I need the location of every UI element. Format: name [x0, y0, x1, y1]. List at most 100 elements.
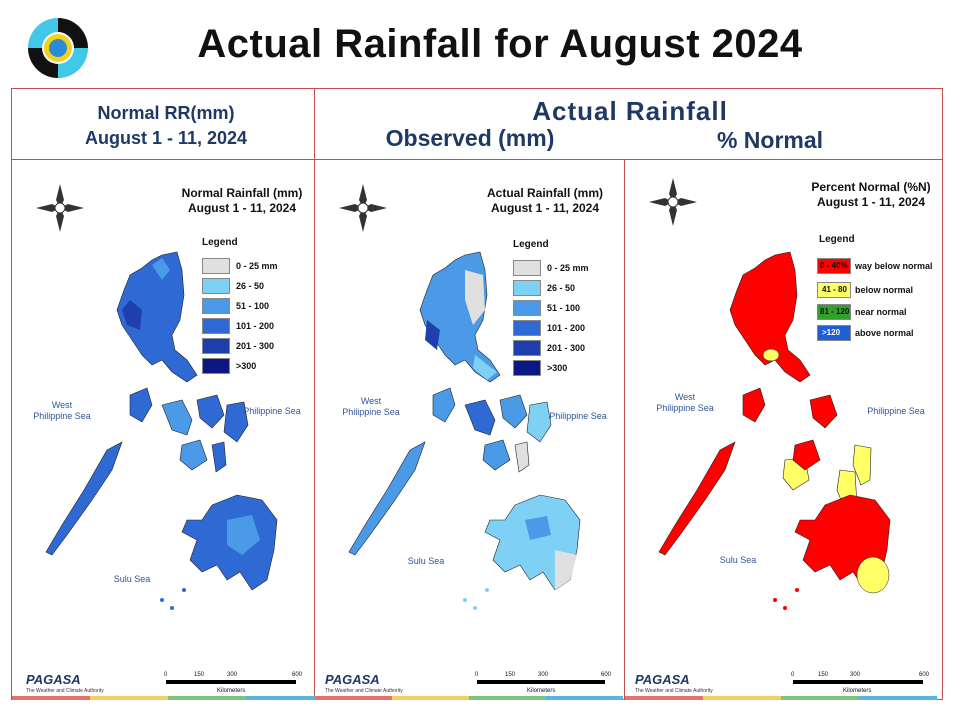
- legend-label: 0 - 25 mm: [236, 261, 278, 271]
- pagasa-tagline: The Weather and Climate Authority: [325, 688, 403, 694]
- palawan-island: [348, 441, 426, 556]
- sea-label-west: Philippine Sea: [656, 403, 714, 413]
- palawan-island: [658, 441, 736, 556]
- sea-label-west: Philippine Sea: [33, 411, 91, 421]
- map-normal-rainfall: [36, 184, 278, 610]
- legend-title: Legend: [513, 239, 549, 250]
- pagasa-brand: PAGASA: [26, 672, 81, 687]
- legend-label: 201 - 300: [236, 341, 275, 351]
- column-divider-1: [314, 88, 315, 700]
- footer-strip: [781, 696, 859, 700]
- footer-strip: [703, 696, 781, 700]
- pagasa-tagline: The Weather and Climate Authority: [635, 688, 713, 694]
- scale-bar: [793, 680, 923, 684]
- sea-label-west: West: [674, 392, 696, 402]
- scale-tick: 600: [601, 672, 612, 678]
- legend-swatch: [513, 260, 541, 276]
- footer-strip: [246, 696, 322, 700]
- mindoro-island: [129, 387, 153, 423]
- panel-title-line1: Actual Rainfall (mm): [486, 186, 603, 200]
- legend-label: 101 - 200: [547, 323, 586, 333]
- visayas-islands: [161, 399, 193, 436]
- panel-title-line2: August 1 - 11, 2024: [187, 201, 297, 215]
- scale-unit: Kilometers: [843, 688, 872, 694]
- panel-title-line1: Percent Normal (%N): [811, 180, 931, 194]
- luzon-island: [729, 251, 811, 383]
- header-normal-period: August 1 - 11, 2024: [84, 128, 248, 148]
- header-divider: [11, 159, 943, 160]
- legend-desc: below normal: [855, 285, 914, 295]
- panel-title-line1: Normal Rainfall (mm): [181, 186, 303, 200]
- footer-strip: [315, 696, 392, 700]
- legend-swatch: [202, 358, 230, 374]
- scale-tick: 150: [194, 672, 205, 678]
- legend-range: 0 - 40%: [820, 261, 848, 270]
- legend-swatch: 0 - 40%: [817, 258, 851, 274]
- legend-range: 41 - 80: [822, 285, 847, 294]
- footer-strip: [469, 696, 546, 700]
- legend-swatch: [513, 360, 541, 376]
- legend-desc: near normal: [855, 307, 907, 317]
- legend-swatch: [202, 318, 230, 334]
- legend-swatch: [202, 298, 230, 314]
- scale-tick: 300: [538, 672, 549, 678]
- sea-label-sulu: Sulu Sea: [113, 574, 151, 584]
- sea-label-sulu: Sulu Sea: [407, 556, 445, 566]
- legend-label: 201 - 300: [547, 343, 586, 353]
- footer-strip: [90, 696, 168, 700]
- scale-unit: Kilometers: [217, 688, 246, 694]
- pagasa-tagline: The Weather and Climate Authority: [26, 688, 104, 694]
- legend-desc: way below normal: [855, 261, 933, 271]
- luzon-island: [419, 251, 501, 383]
- header-observed: Observed (mm): [385, 125, 555, 151]
- scale-unit: Kilometers: [527, 688, 556, 694]
- panel-percent-normal: Percent Normal (%N) August 1 - 11, 2024 …: [625, 160, 937, 700]
- panel-title-line2: August 1 - 11, 2024: [816, 195, 926, 209]
- mindoro-island: [432, 387, 456, 423]
- sea-label-sulu: Sulu Sea: [719, 555, 757, 565]
- scale-bar: [477, 680, 605, 684]
- legend-label: >300: [236, 361, 257, 371]
- legend-title: Legend: [819, 234, 855, 245]
- legend-label: 51 - 100: [236, 301, 270, 311]
- legend-swatch: [202, 258, 230, 274]
- visayas-islands: [464, 399, 496, 436]
- panel-title-line2: August 1 - 11, 2024: [490, 201, 600, 215]
- legend-label: >300: [547, 363, 568, 373]
- legend-swatch: >120: [817, 325, 851, 341]
- legend-desc: above normal: [855, 328, 914, 338]
- header-normal-rr: Normal RR(mm): [97, 103, 235, 123]
- legend-swatch: [513, 320, 541, 336]
- footer-strip: [546, 696, 623, 700]
- legend-title: Legend: [202, 237, 238, 248]
- legend-range: 81 - 120: [820, 307, 850, 316]
- legend-swatch: [202, 278, 230, 294]
- scale-tick: 150: [818, 672, 829, 678]
- legend-label: 51 - 100: [547, 303, 581, 313]
- legend-swatch: 81 - 120: [817, 304, 851, 320]
- footer-strip: [859, 696, 937, 700]
- sea-label-west: West: [51, 400, 73, 410]
- legend-label: 26 - 50: [547, 283, 576, 293]
- map-actual-rainfall: [339, 184, 581, 610]
- legend-range: >120: [822, 328, 841, 337]
- scale-tick: 300: [227, 672, 238, 678]
- map-percent-normal: [649, 178, 891, 610]
- luzon-island: [116, 251, 198, 383]
- sea-label-west: West: [360, 396, 382, 406]
- footer-strip: [12, 696, 90, 700]
- legend-swatch: [513, 340, 541, 356]
- scale-tick: 600: [919, 672, 930, 678]
- scale-tick: 150: [505, 672, 516, 678]
- footer-strip: [168, 696, 246, 700]
- compass-rose-icon: [36, 184, 84, 232]
- slide-title: Actual Rainfall for August 2024: [197, 22, 803, 66]
- mindoro-island: [742, 387, 766, 423]
- sea-label-east: Philippine Sea: [549, 411, 607, 421]
- scale-tick: 0: [164, 672, 168, 678]
- header-actual-rainfall: Actual Rainfall: [532, 96, 728, 126]
- legend-swatch: [513, 300, 541, 316]
- scale-tick: 0: [791, 672, 795, 678]
- compass-rose-icon: [649, 178, 697, 226]
- sea-label-east: Philippine Sea: [867, 406, 925, 416]
